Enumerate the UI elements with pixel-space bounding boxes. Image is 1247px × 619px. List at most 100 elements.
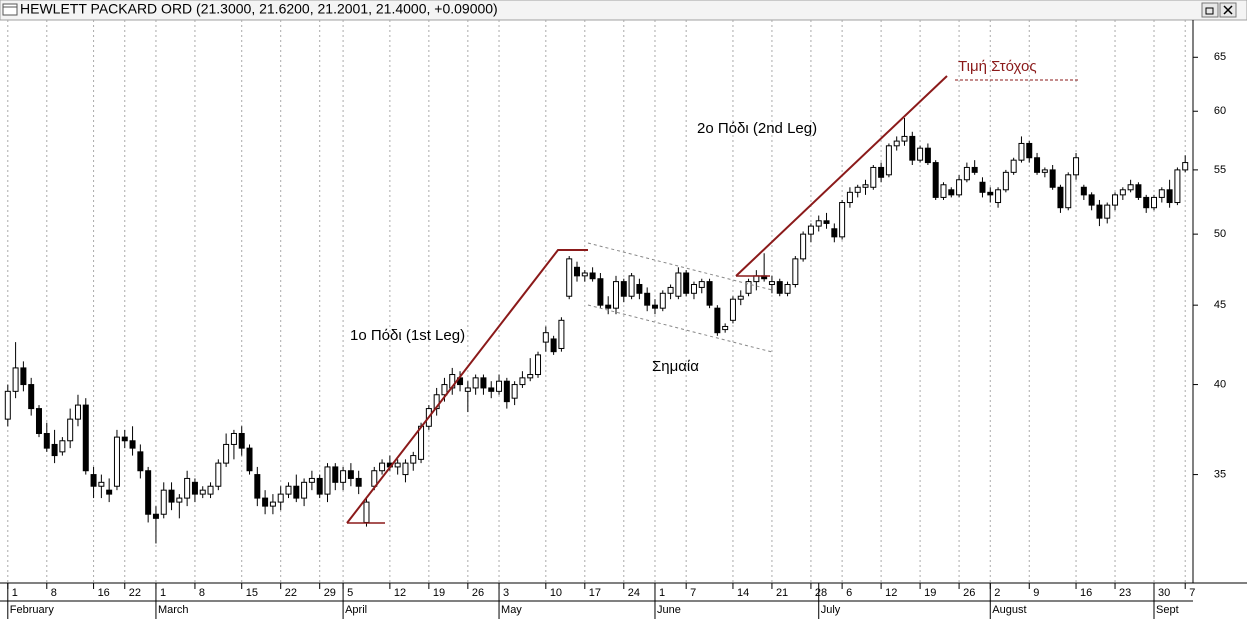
y-tick-label: 55 bbox=[1214, 164, 1226, 176]
candle-body bbox=[792, 258, 799, 286]
candle-body bbox=[410, 455, 417, 464]
x-tick-label: 8 bbox=[51, 587, 57, 599]
candle-body bbox=[106, 489, 113, 495]
candle-body bbox=[168, 489, 175, 503]
candle-body bbox=[644, 292, 651, 306]
candle-body bbox=[971, 166, 978, 173]
x-tick-label: 9 bbox=[1033, 587, 1039, 599]
candle-body bbox=[28, 384, 35, 410]
candle-body bbox=[698, 281, 705, 288]
x-tick-label: 22 bbox=[285, 587, 297, 599]
candle-body bbox=[839, 202, 846, 238]
candle-body bbox=[511, 384, 518, 399]
candle-body bbox=[379, 462, 386, 472]
x-tick-label: 24 bbox=[628, 587, 640, 599]
candle-body bbox=[1080, 186, 1087, 196]
candle-body bbox=[293, 485, 300, 499]
x-tick-label: 26 bbox=[963, 587, 975, 599]
chart-title: HEWLETT PACKARD ORD (21.3000, 21.6200, 2… bbox=[20, 1, 498, 17]
candle-body bbox=[527, 374, 534, 379]
candle-body bbox=[1041, 169, 1048, 173]
y-tick-label: 40 bbox=[1214, 378, 1226, 390]
candle-body bbox=[550, 338, 557, 353]
candle-body bbox=[690, 284, 697, 294]
candle-body bbox=[191, 481, 198, 495]
month-label: August bbox=[992, 604, 1026, 616]
candle-body bbox=[230, 432, 237, 445]
x-tick-label: 29 bbox=[324, 587, 336, 599]
candle-body bbox=[901, 135, 908, 142]
candle-body bbox=[885, 145, 892, 176]
candle-body bbox=[963, 166, 970, 181]
candle-body bbox=[20, 367, 27, 386]
candle-body bbox=[238, 432, 245, 449]
flag-lower bbox=[587, 304, 773, 353]
month-label: July bbox=[821, 604, 841, 616]
candle-body bbox=[402, 462, 409, 476]
month-label: March bbox=[158, 604, 189, 616]
candle-body bbox=[113, 436, 120, 487]
month-label: February bbox=[10, 604, 55, 616]
x-tick-label: 8 bbox=[199, 587, 205, 599]
candle-body bbox=[215, 462, 222, 487]
candle-body bbox=[1112, 194, 1119, 206]
candle-body bbox=[862, 184, 869, 188]
candle-body bbox=[316, 477, 323, 495]
restore-icon bbox=[1205, 7, 1214, 15]
candle-body bbox=[917, 147, 924, 161]
candle-body bbox=[1002, 171, 1009, 191]
y-tick-label: 50 bbox=[1214, 228, 1226, 240]
candle-body bbox=[995, 189, 1002, 204]
candle-body bbox=[932, 162, 939, 198]
candle-body bbox=[683, 272, 690, 294]
x-tick-label: 2 bbox=[994, 587, 1000, 599]
candle-body bbox=[269, 501, 276, 507]
x-tick-label: 15 bbox=[246, 587, 258, 599]
candle-body bbox=[1018, 142, 1025, 161]
candle-body bbox=[729, 298, 736, 321]
candle-body bbox=[496, 380, 503, 392]
candle-body bbox=[129, 440, 136, 449]
candle-body bbox=[745, 281, 752, 294]
candle-body bbox=[254, 474, 261, 499]
candle-body bbox=[90, 474, 97, 487]
annotation: 2ο Πόδι (2nd Leg) bbox=[697, 120, 817, 137]
candle-body bbox=[347, 470, 354, 479]
candle-body bbox=[1143, 196, 1150, 209]
candle-body bbox=[651, 304, 658, 309]
candle-body bbox=[340, 470, 347, 483]
restore-button[interactable] bbox=[1201, 2, 1219, 18]
candle-body bbox=[519, 377, 526, 386]
candle-body bbox=[152, 513, 159, 519]
month-label: May bbox=[501, 604, 522, 616]
annotation: 1ο Πόδι (1st Leg) bbox=[350, 327, 465, 344]
candle-body bbox=[566, 258, 573, 297]
x-tick-label: 3 bbox=[503, 587, 509, 599]
y-tick-label: 35 bbox=[1214, 468, 1226, 480]
candle-body bbox=[176, 497, 183, 503]
window-buttons[interactable] bbox=[1201, 2, 1237, 18]
candle-body bbox=[924, 147, 931, 164]
candle-body bbox=[768, 281, 775, 286]
candle-body bbox=[121, 436, 128, 442]
x-tick-label: 16 bbox=[1080, 587, 1092, 599]
candle-body bbox=[262, 497, 269, 507]
candle-body bbox=[846, 191, 853, 204]
candle-body bbox=[784, 284, 791, 294]
x-tick-label: 17 bbox=[589, 587, 601, 599]
candle-body bbox=[67, 418, 74, 442]
x-tick-label: 5 bbox=[347, 587, 353, 599]
candle-body bbox=[199, 489, 206, 495]
candle-body bbox=[878, 166, 885, 178]
candle-body bbox=[1049, 169, 1056, 188]
x-tick-label: 14 bbox=[737, 587, 749, 599]
candle-body bbox=[355, 477, 362, 487]
candle-body bbox=[1073, 157, 1080, 176]
candle-body bbox=[1174, 169, 1181, 204]
candle-body bbox=[542, 332, 549, 343]
candle-body bbox=[184, 477, 191, 499]
month-label: Sept bbox=[1156, 604, 1179, 616]
candle-body bbox=[722, 325, 729, 331]
candle-body bbox=[160, 489, 167, 515]
candle-body bbox=[82, 404, 89, 472]
